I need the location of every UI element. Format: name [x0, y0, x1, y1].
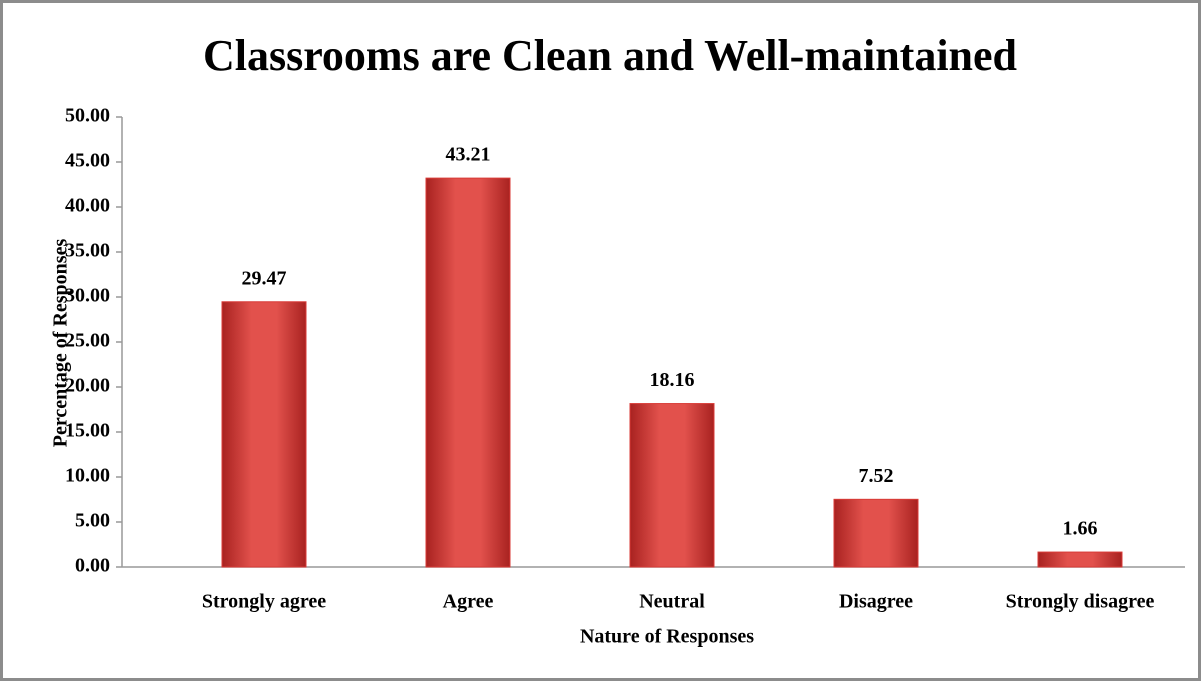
x-tick-label: Strongly disagree [1006, 591, 1155, 613]
bar [425, 177, 511, 568]
bar [629, 403, 715, 568]
data-label: 18.16 [650, 369, 695, 391]
y-tick-label: 45.00 [65, 150, 110, 172]
x-tick-label: Neutral [639, 591, 705, 613]
data-label: 1.66 [1063, 518, 1098, 540]
data-label: 29.47 [242, 267, 287, 289]
y-tick-label: 35.00 [65, 240, 110, 262]
y-tick-label: 0.00 [75, 555, 110, 577]
y-tick-label: 5.00 [75, 510, 110, 532]
y-tick-label: 15.00 [65, 420, 110, 442]
y-tick-label: 50.00 [65, 105, 110, 127]
data-label: 43.21 [446, 144, 491, 166]
x-tick-label: Strongly agree [202, 591, 326, 613]
y-tick-label: 10.00 [65, 465, 110, 487]
y-tick-label: 30.00 [65, 285, 110, 307]
y-axis-label: Percentage of Responses [50, 239, 72, 448]
x-tick-label: Agree [443, 591, 494, 613]
y-tick-label: 20.00 [65, 375, 110, 397]
x-tick-label: Disagree [839, 591, 913, 613]
bar [221, 301, 307, 568]
data-label: 7.52 [859, 465, 894, 487]
chart-title: Classrooms are Clean and Well-maintained [203, 31, 1017, 80]
x-axis-label: Nature of Responses [580, 626, 754, 648]
y-tick-label: 40.00 [65, 195, 110, 217]
bar [1037, 551, 1123, 568]
y-tick-label: 25.00 [65, 330, 110, 352]
bar [833, 498, 919, 568]
